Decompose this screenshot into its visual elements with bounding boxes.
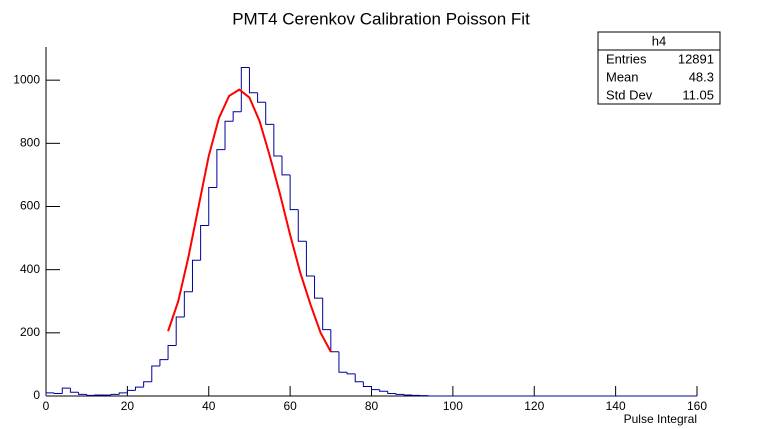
histogram-bin — [387, 391, 396, 394]
histogram-bin — [118, 392, 128, 395]
histogram-bin — [297, 209, 307, 242]
histogram-bin — [257, 92, 266, 103]
histogram-bin — [183, 291, 193, 318]
histogram-bin — [224, 120, 234, 150]
histogram-bin — [240, 67, 250, 112]
histogram-bin — [110, 393, 120, 396]
histogram-bin — [69, 388, 79, 393]
y-tick-label: 1000 — [13, 72, 40, 86]
histogram-bin — [362, 381, 372, 388]
x-tick-label: 40 — [202, 399, 216, 413]
histogram-bin — [159, 359, 169, 366]
stats-label: Std Dev — [606, 87, 653, 102]
histogram-bin — [371, 386, 380, 391]
histogram-bin — [314, 275, 323, 299]
histogram-bin — [354, 373, 364, 383]
histogram-bin — [175, 316, 185, 346]
x-tick-label: 60 — [283, 399, 297, 413]
fit-curve — [167, 88, 332, 353]
histogram-bin — [403, 394, 413, 396]
stats-label: Entries — [606, 51, 647, 66]
stats-box — [597, 31, 721, 105]
histogram-bin — [379, 389, 388, 392]
histogram-bin — [61, 387, 71, 394]
stats-value: 12891 — [678, 51, 714, 66]
histogram-bin — [395, 393, 405, 395]
histogram-bin — [151, 365, 160, 382]
histogram-bin — [86, 394, 95, 396]
histogram-bin — [330, 329, 339, 353]
x-tick-label: 80 — [365, 399, 379, 413]
histogram-bin — [53, 392, 63, 394]
histogram-bin — [322, 298, 331, 331]
histogram-bin — [78, 392, 87, 395]
histogram-bin — [289, 174, 299, 211]
histogram-bin — [265, 102, 274, 125]
x-tick-label: 120 — [524, 399, 544, 413]
y-tick-label: 800 — [20, 136, 40, 150]
histogram-bin — [338, 351, 348, 373]
histogram-bin — [135, 386, 144, 391]
x-axis-label: Pulse Integral — [624, 412, 697, 426]
y-tick-label: 600 — [20, 199, 40, 213]
y-tick-label: 0 — [33, 388, 40, 402]
histogram-bin — [200, 224, 209, 261]
histogram-bin — [143, 381, 152, 388]
histogram-bin — [305, 241, 315, 277]
histogram-bin — [191, 259, 201, 292]
histogram-bin — [232, 111, 242, 122]
chart-title: PMT4 Cerenkov Calibration Poisson Fit — [232, 9, 530, 28]
histogram-bin — [208, 187, 217, 226]
y-tick-label: 200 — [20, 325, 40, 339]
x-tick-label: 160 — [687, 399, 707, 413]
stats-label: Mean — [606, 69, 639, 84]
x-tick-label: 0 — [43, 399, 50, 413]
histogram-bin — [216, 149, 226, 188]
y-tick-label: 400 — [20, 262, 40, 276]
histogram-bin — [346, 372, 356, 375]
x-tick-label: 100 — [443, 399, 463, 413]
histogram-bin — [167, 344, 177, 360]
histogram-bin — [126, 389, 136, 393]
x-tick-label: 20 — [121, 399, 135, 413]
histogram-bin — [45, 392, 55, 396]
histogram-bin — [273, 124, 282, 157]
histogram-bin — [248, 67, 258, 94]
stats-value: 48.3 — [689, 69, 714, 84]
x-tick-label: 140 — [606, 399, 626, 413]
histogram-bin — [281, 155, 291, 176]
stats-name: h4 — [652, 33, 666, 48]
stats-value: 11.05 — [682, 87, 714, 102]
